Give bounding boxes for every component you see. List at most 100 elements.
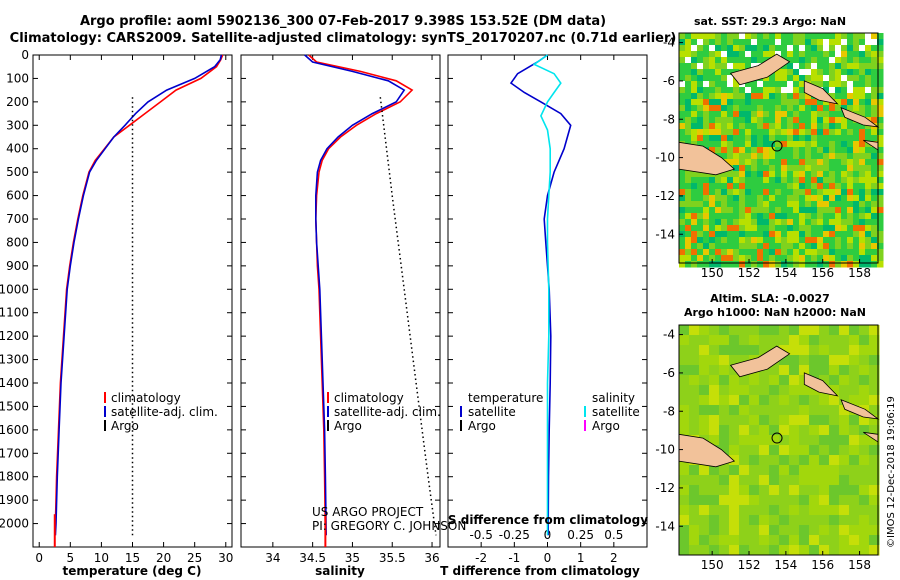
map-cell	[715, 237, 722, 244]
map-cell	[841, 213, 848, 220]
map-cell	[823, 105, 830, 112]
map-cell	[769, 213, 776, 220]
map-cell	[709, 147, 716, 154]
map-cell	[779, 525, 790, 536]
map-cell	[859, 135, 866, 142]
map-cell	[679, 87, 686, 94]
x-tick-label: 15	[125, 551, 140, 565]
map-cell	[793, 93, 800, 100]
map-cell	[799, 425, 810, 436]
map-cell	[849, 385, 860, 396]
y-tick-label: 1100	[0, 306, 29, 320]
map-cell	[699, 335, 710, 346]
map-cell	[697, 93, 704, 100]
map-cell	[817, 177, 824, 184]
map-cell	[841, 255, 848, 262]
map-cell	[729, 535, 740, 546]
map-cell	[823, 249, 830, 256]
map-cell	[759, 505, 770, 516]
map-cell	[869, 345, 880, 356]
map-cell	[847, 87, 854, 94]
map-cell	[865, 45, 872, 52]
map-cell	[727, 105, 734, 112]
map-cell	[789, 365, 800, 376]
map-cell	[799, 57, 806, 64]
map-cell	[817, 39, 824, 46]
map-cell	[849, 325, 860, 336]
map-cell	[679, 207, 686, 214]
map-cell	[839, 365, 850, 376]
map-cell	[877, 117, 884, 124]
map-cell	[787, 69, 794, 76]
map-cell	[745, 177, 752, 184]
map-cell	[877, 207, 884, 214]
map-cell	[781, 99, 788, 106]
map-cell	[703, 69, 710, 76]
map-cell	[709, 123, 716, 130]
map-cell	[769, 33, 776, 40]
map-cell	[769, 325, 780, 336]
map-cell	[871, 81, 878, 88]
map-cell	[689, 515, 700, 526]
map-cell	[847, 33, 854, 40]
map-cell	[739, 505, 750, 516]
x-tick-top-label: 0.5	[604, 528, 623, 542]
map-cell	[759, 525, 770, 536]
map-cell	[691, 171, 698, 178]
map-cell	[703, 243, 710, 250]
map-cell	[679, 99, 686, 106]
map-cell	[679, 395, 690, 406]
map-cell	[751, 45, 758, 52]
map-cell	[775, 123, 782, 130]
map-cell	[709, 225, 716, 232]
map-cell	[811, 261, 818, 268]
map-cell	[877, 81, 884, 88]
map-cell	[811, 57, 818, 64]
map-cell	[871, 93, 878, 100]
map-cell	[841, 33, 848, 40]
map-cell	[729, 395, 740, 406]
map-cell	[751, 165, 758, 172]
map-cell	[847, 75, 854, 82]
map-cell	[733, 159, 740, 166]
map-cell	[679, 135, 686, 142]
map-cell	[829, 505, 840, 516]
map-cell	[799, 415, 810, 426]
map-cell	[733, 249, 740, 256]
map-cell	[703, 177, 710, 184]
map-cell	[679, 525, 690, 536]
map-cell	[781, 135, 788, 142]
map-cell	[739, 325, 750, 336]
map-cell	[829, 195, 836, 202]
map-cell	[869, 425, 880, 436]
map-cell	[805, 51, 812, 58]
map-cell	[781, 87, 788, 94]
map-cell	[757, 135, 764, 142]
map-cell	[709, 505, 720, 516]
map-cell	[775, 147, 782, 154]
map-cell	[685, 195, 692, 202]
map-cell	[789, 455, 800, 466]
map-cell	[745, 99, 752, 106]
map-cell	[799, 177, 806, 184]
map-cell	[859, 201, 866, 208]
map-cell	[817, 135, 824, 142]
map-cell	[721, 129, 728, 136]
map-cell	[719, 375, 730, 386]
map-cell	[847, 57, 854, 64]
map-cell	[739, 129, 746, 136]
map-cell	[733, 213, 740, 220]
map-cell	[799, 243, 806, 250]
map-cell	[751, 111, 758, 118]
map-cell	[779, 545, 790, 556]
map-cell	[853, 207, 860, 214]
map-cell	[853, 51, 860, 58]
map-cell	[789, 545, 800, 556]
credit-pi: PI: GREGORY C. JOHNSON	[312, 519, 466, 533]
map-cell	[849, 535, 860, 546]
map-cell	[739, 231, 746, 238]
map-cell	[805, 183, 812, 190]
map-cell	[703, 75, 710, 82]
legend-label-temp-argo: Argo	[468, 419, 496, 433]
map-cell	[787, 159, 794, 166]
